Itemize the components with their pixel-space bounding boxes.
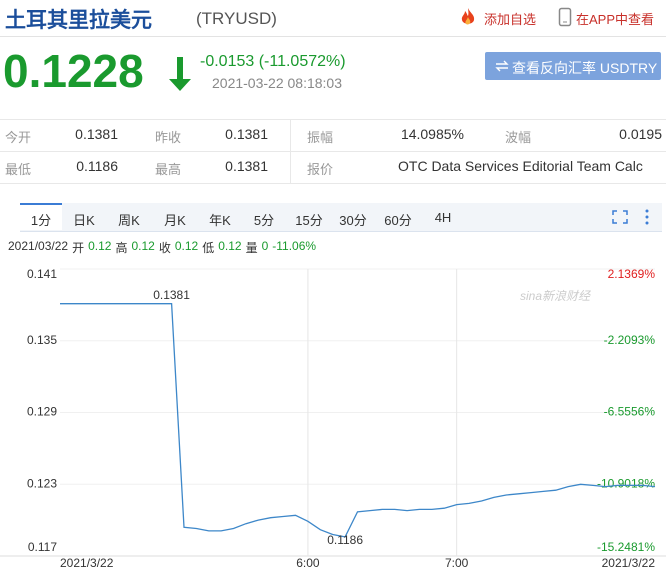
stat-label: 最高 (155, 162, 182, 177)
price-change: -0.0153 (-11.0572%) (200, 53, 346, 70)
tab[interactable]: 15分 (295, 213, 323, 228)
tab[interactable]: 30分 (339, 213, 367, 228)
stat-value: 0.1381 (225, 158, 268, 174)
row-divider (0, 119, 666, 120)
symbol-code: (TRYUSD) (196, 9, 277, 28)
field-label: 高 (115, 241, 128, 255)
y2-tick-label: 2.1369% (608, 267, 656, 281)
y-tick-label: 0.123 (27, 476, 57, 490)
stat-value: 0.1381 (225, 126, 268, 142)
row-divider (0, 183, 666, 184)
field-value: 0.12 (218, 239, 242, 253)
field-label: 开 (72, 241, 85, 255)
bar-change: -11.06% (272, 239, 317, 253)
tab[interactable]: 5分 (253, 213, 275, 228)
stat-label: 最低 (5, 162, 32, 177)
active-tab-bg (20, 203, 62, 230)
y2-tick-label: -6.5556% (604, 405, 656, 419)
open-in-app[interactable]: 在APP中查看 (576, 12, 655, 27)
active-tab[interactable]: 1分 (30, 213, 52, 228)
fullscreen-icon[interactable] (612, 210, 628, 224)
y2-tick-label: -15.2481% (597, 540, 655, 554)
y-tick-label: 0.135 (27, 333, 57, 347)
stat-label: 昨收 (155, 130, 182, 145)
stat-value: OTC Data Services Editorial Team Calc (398, 158, 643, 174)
divider (0, 36, 666, 37)
x-tick-label: 7:00 (445, 556, 469, 570)
price-line (60, 303, 656, 538)
tab[interactable]: 周K (118, 213, 140, 228)
reverse-rate-button[interactable]: 查看反向汇率 USDTRY (485, 52, 661, 80)
stat-label: 今开 (5, 130, 32, 145)
tab[interactable]: 月K (164, 213, 186, 228)
y-tick-label: 0.117 (28, 540, 57, 554)
stat-value: 0.1186 (76, 158, 118, 174)
price: 0.1228 (3, 45, 144, 97)
reverse-rate-label: 查看反向汇率 USDTRY (512, 60, 658, 76)
chart: sina新浪财经 0.117 0.123 0.129 0.135 0.141 -15.248… (0, 267, 666, 570)
field-value: 0.12 (88, 239, 112, 253)
field-label: 收 (158, 241, 171, 255)
x-tick-label: 6:00 (296, 556, 320, 570)
field-label: 量 (245, 241, 258, 255)
swap-icon (495, 60, 509, 72)
field-value: 0.12 (174, 239, 199, 253)
x-tick-label: 2021/3/22 (602, 556, 656, 570)
fire-icon (461, 8, 475, 25)
stat-value: 14.0985% (400, 126, 464, 142)
more-icon[interactable] (644, 208, 650, 226)
tab[interactable]: 60分 (384, 213, 412, 228)
y-tick-label: 0.141 (27, 267, 57, 281)
phone-icon (558, 7, 572, 27)
y2-tick-label: -10.9018% (597, 476, 655, 490)
column-divider (290, 120, 291, 183)
max-label: 0.1381 (153, 288, 190, 302)
stat-value: 0.0195 (619, 126, 662, 142)
field-label: 低 (202, 241, 215, 255)
stat-label: 报价 (307, 162, 334, 177)
stat-label: 振幅 (307, 130, 334, 145)
tab[interactable]: 年K (209, 213, 231, 228)
y-tick-label: 0.129 (27, 405, 57, 419)
min-label: 0.1186 (327, 533, 363, 547)
watermark: sina新浪财经 (520, 289, 592, 303)
stat-value: 0.1381 (75, 126, 118, 142)
period-tabs: 1分 日K 周K 月K 年K 5分 15分 30分 60分 4H (20, 203, 662, 232)
bar-date: 2021/03/22 (8, 239, 69, 253)
quote-time: 2021-03-22 08:18:03 (212, 75, 342, 91)
field-value: 0.12 (131, 239, 155, 253)
page-title: 土耳其里拉美元 (5, 9, 152, 32)
row-divider (0, 151, 666, 152)
field-value: 0 (261, 239, 269, 253)
x-tick-label: 2021/3/22 (60, 556, 114, 570)
add-watchlist[interactable]: 添加自选 (484, 12, 537, 27)
stat-label: 波幅 (505, 130, 532, 145)
y2-tick-label: -2.2093% (604, 333, 656, 347)
down-arrow (169, 57, 191, 91)
tab[interactable]: 日K (73, 213, 95, 228)
bar-info: 2021/03/22 开 0.12 高 0.12 收 0.12 低 0.12 量 0 -11.06% (8, 239, 316, 256)
tab[interactable]: 4H (434, 210, 452, 225)
